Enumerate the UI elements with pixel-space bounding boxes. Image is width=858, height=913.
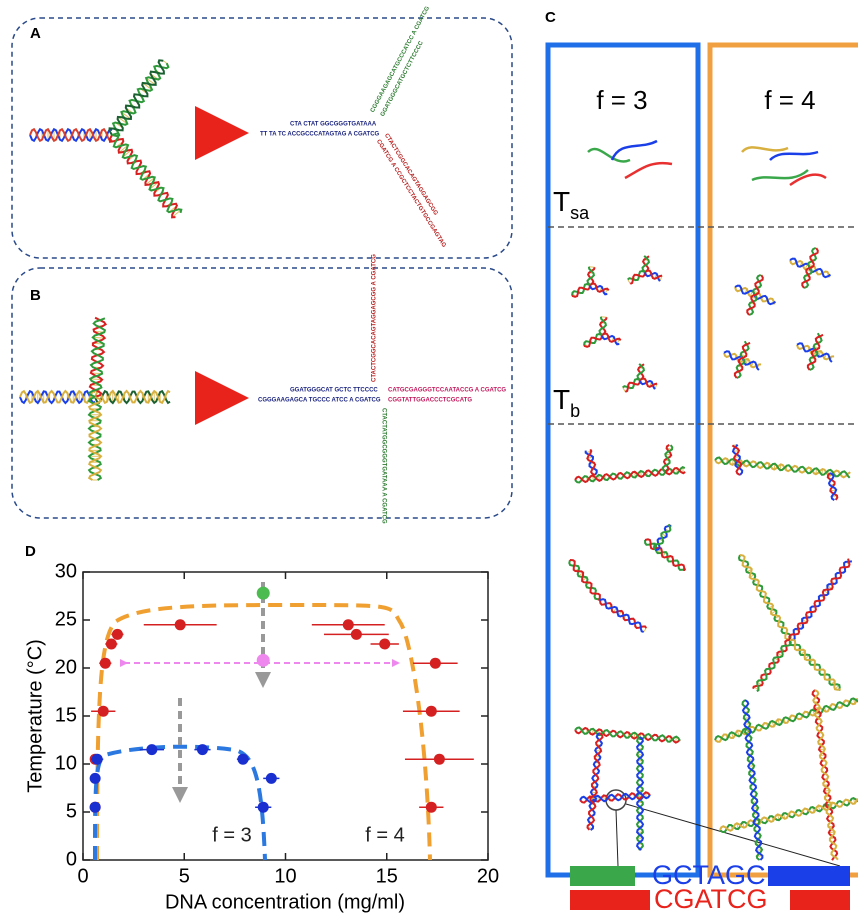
plot: 0 5 10 15 20 25 30 0 5 10 15 20 f = 3 f = 4 (55, 560, 499, 887)
sequence: CATGCGAGGGTCCAATACCG A CGATCG (388, 388, 506, 394)
sequence: CGGTATTGGACCCTCGCATG (388, 398, 472, 404)
f3-box (548, 45, 698, 875)
data-point (430, 658, 441, 669)
helix-strand (645, 271, 662, 279)
data-point (426, 706, 437, 717)
sequence: CGGGAAGAGCATGCCCATCC A CGATCG (370, 5, 431, 113)
strands (588, 141, 826, 185)
temperature-label: Tb (553, 384, 580, 420)
panel-label: D (25, 543, 36, 560)
zoom-line (616, 810, 618, 866)
panel-label: C (545, 9, 556, 26)
helix-strand (645, 539, 684, 571)
data-point (426, 802, 437, 813)
sequence: CTA CTAT GGCGGGTGATAAA (290, 122, 377, 128)
strand-segment (570, 890, 650, 910)
x-tick-label: 5 (179, 865, 190, 887)
data-point (175, 619, 186, 630)
panel-label: B (30, 287, 41, 304)
data-point (434, 754, 445, 765)
sequence: CTACTCGGCACAGTAGGAGCGG A CGATCG (372, 254, 378, 382)
f3-label: f = 3 (596, 85, 647, 115)
y-tick-label: 15 (55, 704, 77, 726)
sequence: CGGGAAGAGCA TGCCC ATCC A CGATCG (258, 398, 381, 404)
data-point (379, 639, 390, 650)
helix-strand (602, 334, 621, 342)
dna-illustrations (20, 60, 858, 860)
sequence-bottom: CGATCG (654, 884, 768, 913)
marker-point (257, 654, 270, 667)
y-tick-label: 0 (66, 848, 77, 870)
panel-label: A (30, 25, 41, 42)
y-tick-label: 25 (55, 608, 77, 630)
helix-strand (588, 733, 603, 830)
data-point (112, 629, 123, 640)
y-tick-label: 10 (55, 752, 77, 774)
y-axis-label: Temperature (°C) (24, 639, 46, 793)
data-point (146, 744, 157, 755)
helix-strand (112, 134, 181, 213)
helix-strand (587, 449, 595, 475)
y-tick-label: 20 (55, 656, 77, 678)
helix-strand (590, 284, 609, 292)
data-point (106, 639, 117, 650)
data-point (90, 802, 101, 813)
sequence: GGATGGGCAT GCTC TTCCCC (290, 388, 378, 394)
series-label: f = 3 (212, 824, 251, 846)
strand-segment (790, 890, 850, 910)
data-point (266, 773, 277, 784)
x-tick-label: 10 (274, 865, 296, 887)
marker-point (257, 587, 270, 600)
helix-strand (640, 379, 657, 387)
y-tick-label: 30 (55, 560, 77, 582)
data-point (100, 658, 111, 669)
data-point (92, 754, 103, 765)
x-tick-label: 15 (376, 865, 398, 887)
x-tick-label: 20 (477, 865, 499, 887)
f4-label: f = 4 (764, 85, 815, 115)
base-pair (628, 279, 631, 283)
data-point (343, 619, 354, 630)
data-point (197, 744, 208, 755)
sequence: CTACTCGGCACAGTAGGAGCGG (383, 133, 439, 217)
base-pair (163, 61, 166, 63)
data-point (98, 706, 109, 717)
helix-strand (110, 135, 177, 217)
x-axis-label: DNA concentration (mg/ml) (165, 891, 405, 913)
series-label: f = 4 (365, 824, 404, 846)
y-tick-label: 5 (66, 800, 77, 822)
helix-strand (813, 690, 838, 860)
data-point (237, 754, 248, 765)
data-point (351, 629, 362, 640)
data-point (90, 773, 101, 784)
data-point (258, 802, 269, 813)
base-pair (644, 628, 647, 632)
temperature-label: Tsa (553, 186, 590, 222)
sequence: CTACTATGGCGGGTGATAAA A CGATCG (380, 408, 386, 524)
x-tick-label: 0 (77, 865, 88, 887)
sequence: TT TA TC ACCGCCCATAGTAG A CGATCG (260, 132, 380, 138)
sequence: CGATCG A CCGCTCCTACTGTGCCGAGTAG (375, 139, 447, 249)
helix-strand (740, 555, 791, 640)
base-pair (623, 387, 626, 391)
strand-segment (570, 866, 635, 886)
figure: A CTA CTAT GGCGGGTGATAAA TT TA TC ACCGCC… (0, 0, 858, 913)
strand-segment (768, 866, 850, 886)
